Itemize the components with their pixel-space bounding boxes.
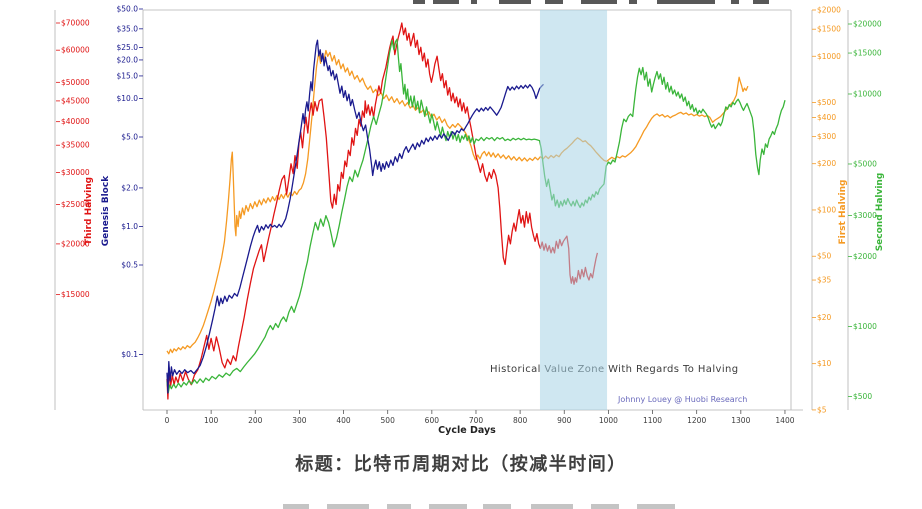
y-tick-label: $15000 [61, 290, 90, 299]
x-tick-label: 200 [248, 416, 263, 425]
y-tick-label: $40000 [61, 117, 90, 126]
x-tick-label: 1300 [731, 416, 750, 425]
value-zone-annotation: Historical Value Zone With Regards To Ha… [490, 364, 739, 375]
x-tick-label: 1400 [775, 416, 794, 425]
watermark: Johnny Louey @ Huobi Research [617, 395, 747, 404]
y-tick-label: $3000 [853, 211, 877, 220]
y-tick-label: $20.0 [117, 55, 139, 64]
x-tick-label: 800 [513, 416, 528, 425]
axis-title-third-halving: Third Halving [84, 177, 94, 245]
y-tick-label: $0.5 [121, 261, 138, 270]
y-tick-label: $20000 [61, 239, 90, 248]
y-tick-label: $5000 [853, 159, 877, 168]
clipped-caption-line [283, 504, 703, 509]
y-tick-label: $400 [817, 113, 836, 122]
x-tick-label: 300 [292, 416, 307, 425]
y-tick-label: $50 [817, 252, 832, 261]
axis-title-second-halving: Second Halving [875, 173, 885, 252]
axes-layer: $70000$60000$50000$45000$40000$35000$300… [54, 5, 882, 425]
series-line-first_halving [166, 49, 749, 355]
x-tick-label: 400 [336, 416, 351, 425]
x-tick-label: 1100 [643, 416, 662, 425]
y-tick-label: $200 [817, 159, 836, 168]
y-tick-label: $35 [817, 276, 832, 285]
x-tick-label: 100 [204, 416, 219, 425]
x-tick-label: 0 [165, 416, 170, 425]
y-tick-label: $2.0 [121, 183, 138, 192]
figure-caption: 标题：比特币周期对比（按减半时间） [295, 454, 627, 474]
y-tick-label: $1.0 [121, 222, 138, 231]
axis-title-first-halving: First Halving [838, 180, 848, 245]
y-tick-label: $300 [817, 132, 836, 141]
y-tick-label: $2000 [817, 6, 841, 15]
y-tick-label: $2000 [853, 252, 877, 261]
y-tick-label: $70000 [61, 19, 90, 28]
y-tick-label: $25000 [61, 200, 90, 209]
value-zone-band [539, 10, 608, 410]
y-tick-label: $10.0 [117, 94, 139, 103]
y-tick-label: $5.0 [121, 133, 138, 142]
series-line-genesis_block [166, 39, 544, 394]
x-axis-label: Cycle Days [438, 425, 496, 436]
y-tick-label: $500 [853, 392, 872, 401]
series-line-second_halving [166, 38, 786, 394]
y-tick-label: $50000 [61, 78, 90, 87]
y-tick-label: $10 [817, 359, 832, 368]
x-tick-label: 1200 [687, 416, 706, 425]
x-tick-label: 700 [469, 416, 484, 425]
y-tick-label: $20 [817, 313, 832, 322]
clipped-chart-title [413, 0, 769, 4]
x-tick-label: 900 [557, 416, 572, 425]
y-tick-label: $30000 [61, 168, 90, 177]
y-tick-label: $100 [817, 205, 836, 214]
series-line-third_halving [166, 22, 599, 400]
y-tick-label: $20000 [853, 20, 882, 29]
axis-title-genesis-block: Genesis Block [101, 175, 111, 246]
y-tick-label: $15.0 [117, 71, 139, 80]
y-tick-label: $35000 [61, 141, 90, 150]
y-tick-label: $500 [817, 98, 836, 107]
x-tick-label: 1000 [599, 416, 618, 425]
y-tick-label: $15000 [853, 49, 882, 58]
x-tick-label: 500 [381, 416, 396, 425]
y-tick-label: $5 [817, 405, 827, 414]
y-tick-label: $35.0 [117, 24, 139, 33]
y-tick-label: $60000 [61, 46, 90, 55]
value-zone-layer [539, 10, 608, 410]
y-tick-label: $0.1 [121, 350, 138, 359]
y-tick-label: $1000 [853, 322, 877, 331]
y-tick-label: $50.0 [117, 5, 139, 14]
y-tick-label: $25.0 [117, 43, 139, 52]
y-tick-label: $1500 [817, 25, 841, 34]
y-tick-label: $1000 [817, 52, 841, 61]
series-layer [166, 22, 786, 400]
y-tick-label: $10000 [853, 89, 882, 98]
cycle-comparison-chart: $70000$60000$50000$45000$40000$35000$300… [54, 5, 885, 436]
x-tick-label: 600 [425, 416, 440, 425]
y-tick-label: $45000 [61, 96, 90, 105]
